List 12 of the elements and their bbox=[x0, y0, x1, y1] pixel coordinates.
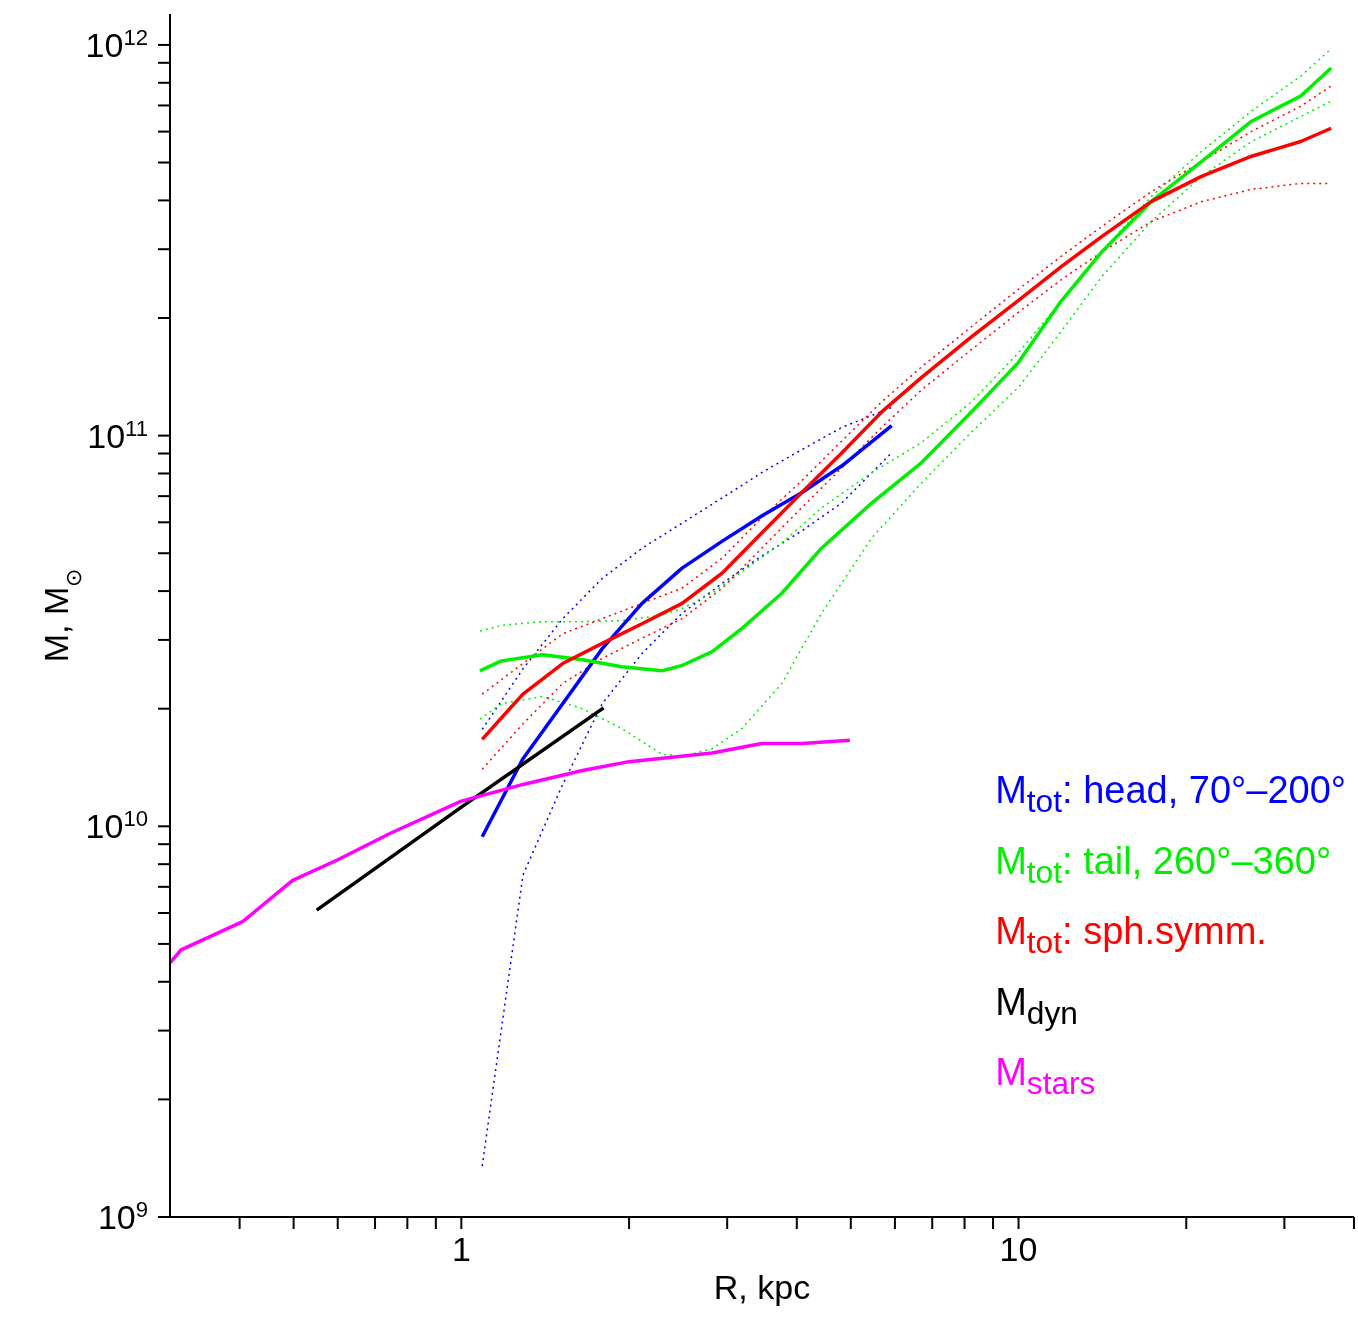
y-tick-label: 10$^{11}$ bbox=[87, 415, 148, 455]
text: M$_{dyn}$ bbox=[995, 979, 1079, 1033]
x-tick-label: 1 bbox=[451, 1230, 471, 1268]
y-tick-label: 10$^{9}$ bbox=[97, 1196, 148, 1236]
y-tick-label: 10$^{12}$ bbox=[85, 24, 148, 64]
text: M$_{tot}$: head, 70°–200° bbox=[995, 768, 1346, 821]
x-tick-label: 10 bbox=[999, 1230, 1038, 1268]
y-tick-label: 10$^{10}$ bbox=[85, 805, 148, 846]
text: M$_{tot}$: tail, 260°–360° bbox=[995, 838, 1333, 892]
x-axis-title: R, kpc bbox=[713, 1268, 811, 1306]
text: M$_{tot}$: sph.symm. bbox=[995, 909, 1268, 962]
text: M$_{stars}$ bbox=[995, 1050, 1097, 1103]
